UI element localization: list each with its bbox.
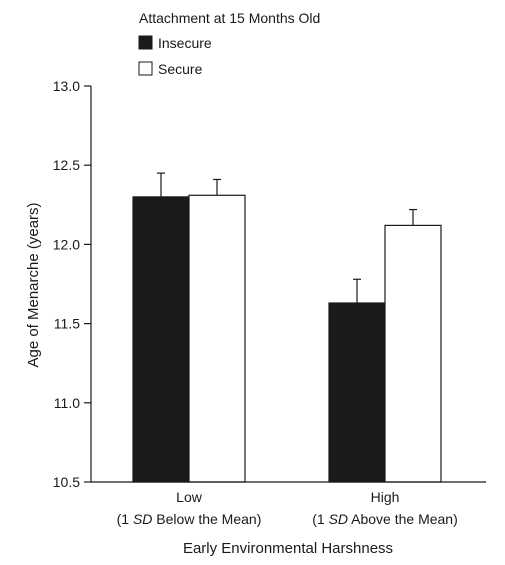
y-axis-ticks: 10.5 11.0 11.5 12.0 12.5 13.0 bbox=[53, 78, 91, 490]
bar-secure bbox=[188, 194, 246, 483]
y-tick-label: 13.0 bbox=[53, 78, 80, 94]
legend-title: Attachment at 15 Months Old bbox=[139, 10, 320, 26]
bar-secure bbox=[384, 224, 442, 483]
x-category-sublabel: (1 SD Below the Mean) bbox=[117, 511, 262, 527]
x-category-label: High bbox=[371, 489, 400, 505]
bar-insecure bbox=[328, 302, 386, 483]
y-tick-label: 10.5 bbox=[53, 474, 80, 490]
bar-insecure bbox=[132, 196, 190, 483]
y-tick-label: 11.5 bbox=[54, 316, 80, 332]
y-tick-label: 12.5 bbox=[53, 157, 80, 173]
y-tick-label: 12.0 bbox=[53, 236, 80, 252]
chart-legend: Attachment at 15 Months Old Insecure Sec… bbox=[138, 10, 320, 77]
legend-swatch-insecure bbox=[138, 35, 153, 50]
legend-label-secure: Secure bbox=[158, 61, 203, 77]
bars-layer bbox=[132, 194, 442, 483]
x-category-label: Low bbox=[176, 489, 203, 505]
y-axis-title: Age of Menarche (years) bbox=[25, 202, 42, 367]
y-tick-label: 11.0 bbox=[54, 395, 80, 411]
legend-swatch-secure bbox=[138, 61, 153, 76]
legend-label-insecure: Insecure bbox=[158, 35, 212, 51]
error-bars-layer bbox=[157, 172, 417, 304]
x-axis-title: Early Environmental Harshness bbox=[183, 540, 393, 557]
x-category-sublabel: (1 SD Above the Mean) bbox=[312, 511, 458, 527]
x-axis-category-labels: Low (1 SD Below the Mean) High (1 SD Above … bbox=[117, 489, 458, 527]
axes bbox=[90, 86, 486, 483]
